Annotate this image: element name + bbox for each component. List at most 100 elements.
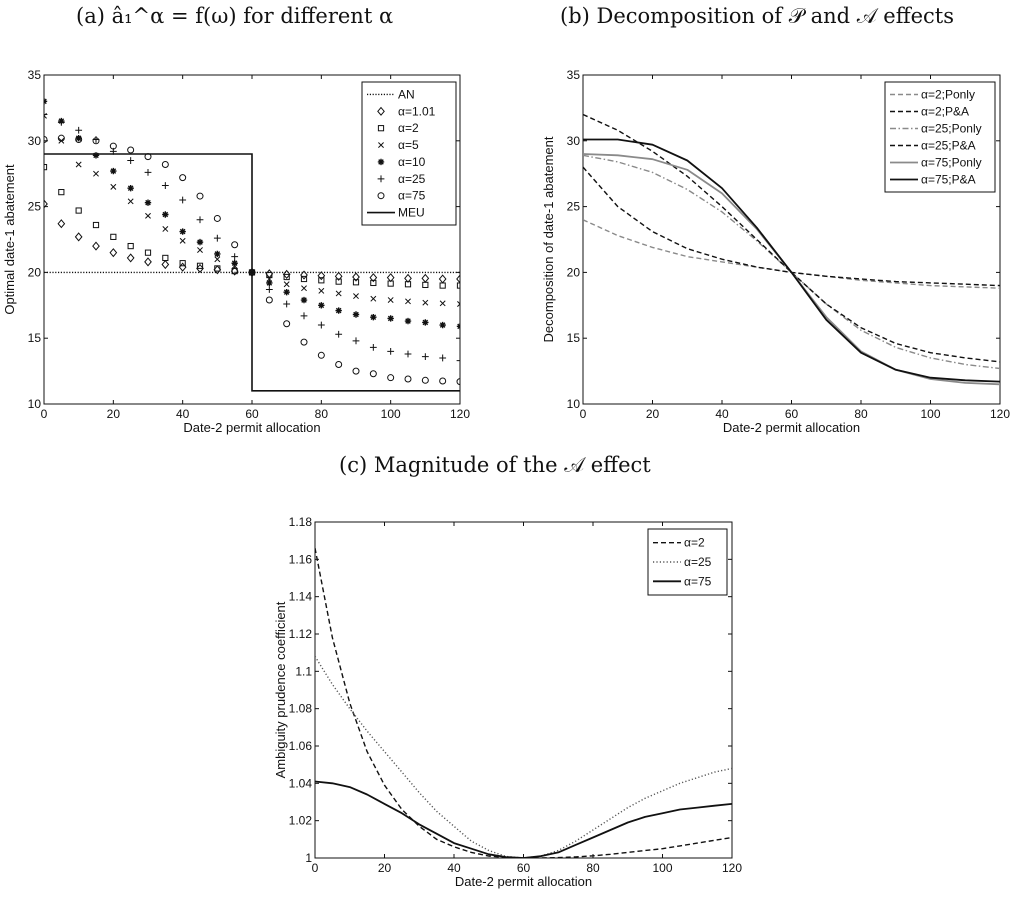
point-plus — [44, 111, 48, 118]
point-asterisk — [370, 313, 377, 321]
point-asterisk — [283, 288, 290, 296]
series-75 — [44, 134, 460, 386]
y-tick-label-c: 1.06 — [289, 739, 313, 753]
point-circle — [179, 174, 187, 182]
point-x — [318, 287, 325, 294]
point-circle — [265, 296, 273, 304]
point-square — [266, 271, 273, 279]
y-tick-label-c: 1.16 — [289, 552, 313, 566]
y-tick-label-b: 25 — [567, 200, 581, 214]
point-circle — [283, 320, 291, 328]
legend-label: α=2;Ponly — [921, 88, 975, 102]
point-asterisk — [214, 250, 221, 258]
legend-marker-diamond — [377, 106, 385, 116]
point-square — [127, 242, 134, 250]
point-square — [439, 282, 446, 289]
point-asterisk — [162, 211, 169, 218]
point-plus — [144, 168, 152, 176]
point-circle — [213, 214, 221, 222]
point-x — [127, 198, 134, 205]
legend-label: AN — [398, 87, 415, 101]
point-circle — [44, 135, 48, 143]
point-x — [110, 183, 117, 190]
legend-label: α=75 — [684, 574, 712, 588]
point-circle — [57, 134, 65, 142]
point-diamond — [300, 270, 308, 280]
point-x — [197, 247, 203, 253]
y-tick-label-c: 1.14 — [289, 590, 313, 604]
legend-label: MEU — [398, 206, 425, 220]
point-circle — [335, 361, 343, 369]
point-square — [352, 279, 360, 286]
y-tick-label-c: 1.18 — [289, 515, 313, 529]
legend-label: α=75 — [398, 189, 426, 203]
point-asterisk — [404, 317, 412, 325]
point-square — [335, 278, 342, 285]
y-axis-c: 1 1.02 1.04 1.06 1.08 1.1 1.12 1.14 1.16 1.18 — [289, 515, 732, 865]
point-square — [283, 273, 290, 281]
point-asterisk — [439, 321, 446, 329]
point-circle — [352, 367, 360, 375]
x-tick-label-b: 40 — [715, 407, 729, 421]
x-tick-label-b: 120 — [990, 407, 1010, 421]
y-tick-label-b: 20 — [567, 265, 581, 279]
point-plus — [57, 118, 65, 126]
y-tick-label-b: 30 — [567, 134, 581, 148]
legend-label: α=10 — [398, 155, 426, 169]
point-square — [75, 207, 82, 214]
y-tick-label-a: 20 — [28, 265, 42, 279]
point-asterisk — [335, 307, 342, 314]
point-x — [145, 212, 151, 219]
point-circle — [439, 377, 447, 385]
x-tick-label-c: 100 — [652, 861, 672, 875]
legend-a: AN α=1.01 α=2 α=5 α=10 α=25 α=75 MEU — [361, 81, 457, 226]
point-x — [335, 290, 342, 297]
x-tick-label-c: 20 — [378, 861, 392, 875]
point-circle — [92, 137, 100, 145]
y-tick-label-a: 30 — [28, 134, 42, 148]
x-tick-label-a: 60 — [245, 407, 259, 421]
series-line — [315, 780, 732, 858]
panel-b-title: (b) Decomposition of 𝒫 and 𝒜 effects — [560, 4, 955, 28]
point-plus — [317, 321, 325, 329]
point-plus — [231, 253, 239, 261]
point-plus — [265, 286, 273, 293]
point-asterisk — [422, 319, 429, 326]
series-line — [315, 547, 732, 858]
point-plus — [161, 182, 169, 189]
point-diamond — [74, 232, 83, 242]
y-axis-label-b: Decomposition of date-1 abatement — [541, 136, 556, 342]
point-plus — [421, 353, 429, 361]
legend-marker-square — [377, 125, 385, 132]
x-axis-b: 0 20 40 60 80 100 120 — [580, 75, 1010, 421]
legend-b: α=2;Ponly α=2;P&A α=25;Ponly α=25;P&A α=75;P… — [884, 81, 996, 193]
point-plus — [387, 347, 395, 355]
legend-label: α=2 — [398, 121, 419, 135]
point-plus — [352, 337, 360, 345]
point-plus — [369, 344, 377, 351]
point-square — [58, 189, 65, 196]
point-square — [231, 267, 238, 275]
point-circle — [127, 146, 135, 154]
y-tick-label-a: 10 — [28, 397, 42, 411]
point-x — [353, 293, 359, 300]
y-tick-label-b: 10 — [567, 397, 581, 411]
point-x — [422, 299, 429, 306]
point-asterisk — [75, 134, 82, 142]
point-x — [301, 285, 307, 292]
series-line — [583, 113, 1000, 363]
panel-a-title: (a) â₁^α = f(ω) for different α — [76, 4, 394, 28]
y-axis-label-c: Ambiguity prudence coefficient — [273, 601, 288, 778]
x-axis-label-b: Date-2 permit allocation — [723, 420, 860, 435]
point-circle — [231, 241, 239, 249]
point-circle — [161, 160, 169, 168]
point-asterisk — [144, 199, 152, 206]
series-25 — [44, 111, 460, 364]
point-x — [457, 301, 460, 307]
x-tick-label-b: 80 — [854, 407, 868, 421]
point-circle — [387, 374, 395, 382]
legend-label: α=2;P&A — [921, 105, 969, 119]
x-tick-label-a: 40 — [176, 407, 190, 421]
point-plus — [439, 354, 447, 362]
